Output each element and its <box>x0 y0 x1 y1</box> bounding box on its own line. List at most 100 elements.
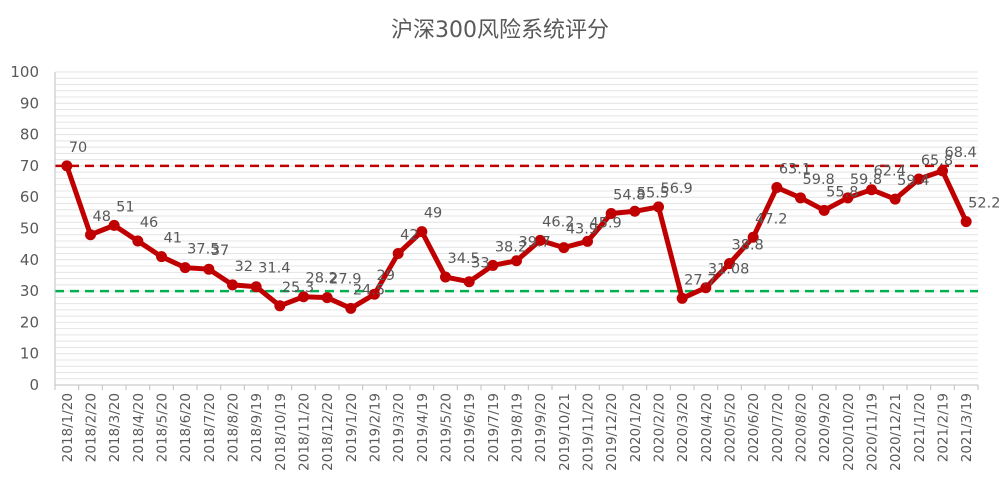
data-label: 59.8 <box>850 172 882 188</box>
data-point <box>179 262 191 274</box>
y-tick-label: 30 <box>20 282 39 300</box>
data-point <box>866 184 877 196</box>
data-label: 55.5 <box>637 185 669 201</box>
data-label: 41 <box>164 231 182 247</box>
data-point <box>250 281 262 293</box>
y-tick-label: 10 <box>20 345 39 363</box>
x-tick-label: 2020/9/20 <box>817 393 833 462</box>
data-point <box>298 291 309 303</box>
data-point <box>274 300 286 312</box>
data-point <box>582 235 593 247</box>
data-point <box>653 201 664 213</box>
data-label: 46.2 <box>542 214 574 230</box>
x-tick-label: 2020/1/20 <box>628 393 644 462</box>
grid-layer <box>55 71 978 380</box>
data-labels: 70 48 51 46 41 37.537 32 31.4 25.328.227.924.529… <box>69 140 1000 298</box>
x-tick-label: 2018/6/20 <box>178 393 194 462</box>
data-point <box>440 271 451 283</box>
data-point <box>629 205 641 217</box>
data-point <box>416 226 428 238</box>
x-tick-label: 2020/3/20 <box>675 393 691 462</box>
x-tick-label: 2020/12/21 <box>888 393 904 471</box>
data-point <box>392 248 404 260</box>
data-label: 37 <box>211 243 229 259</box>
data-label: 55.8 <box>826 184 858 200</box>
y-tick-label: 70 <box>20 157 39 175</box>
data-label: 51 <box>116 199 134 215</box>
data-label: 52.2 <box>968 196 1000 212</box>
data-label: 25.3 <box>282 280 314 296</box>
data-point <box>369 288 380 300</box>
x-tick-label: 2018/11/20 <box>297 393 313 471</box>
data-label: 32 <box>235 259 253 275</box>
data-point <box>889 193 901 205</box>
x-tick-label: 2020/6/20 <box>746 393 762 462</box>
x-tick-label: 2019/2/19 <box>368 393 384 462</box>
data-point <box>842 192 854 204</box>
x-tick-label: 2019/5/20 <box>439 393 455 462</box>
x-tick-label: 2021/1/20 <box>912 393 928 462</box>
data-label: 37.5 <box>187 242 219 258</box>
data-label: 59.4 <box>897 173 929 189</box>
series-layer <box>61 160 972 314</box>
data-label: 68.4 <box>945 145 977 161</box>
x-tick-label: 2018/9/19 <box>249 393 265 462</box>
data-label: 31.08 <box>708 262 750 278</box>
data-point <box>108 219 120 231</box>
data-point <box>61 160 73 172</box>
x-tick-label: 2020/8/20 <box>794 393 810 462</box>
data-label: 31.4 <box>258 261 290 277</box>
data-point <box>605 207 617 219</box>
data-point <box>203 263 215 275</box>
data-point <box>795 192 806 204</box>
data-point <box>700 282 712 294</box>
x-tick-label: 2018/3/20 <box>107 393 123 462</box>
data-label: 65.8 <box>921 153 953 169</box>
data-point <box>747 231 759 243</box>
data-point <box>85 229 96 241</box>
x-tick-label: 2019/1/20 <box>344 393 360 462</box>
data-point <box>463 276 475 288</box>
y-tick-label: 50 <box>20 220 39 238</box>
data-label: 46 <box>140 215 158 231</box>
data-label: 29 <box>377 268 395 284</box>
x-tick-label: 2018/4/20 <box>131 393 147 462</box>
x-tick-label: 2019/7/19 <box>486 393 502 462</box>
data-point <box>558 242 570 254</box>
data-point <box>913 173 925 185</box>
y-tick-label: 20 <box>20 313 39 331</box>
axes: 0 10 20 30 40 50 60 70 80 90 100 2018/1/20 2018/2/20… <box>10 63 979 471</box>
x-tick-label: 2018/5/20 <box>155 393 171 462</box>
data-label: 33 <box>471 256 489 272</box>
x-tick-label: 2018/7/20 <box>202 393 218 462</box>
x-tick-label: 2021/2/19 <box>936 393 952 462</box>
data-point <box>676 292 688 304</box>
data-point <box>227 279 238 291</box>
x-tick-label: 2018/10/19 <box>273 393 289 471</box>
data-label: 39.7 <box>519 235 551 251</box>
data-point <box>321 292 333 304</box>
y-tick-label: 80 <box>20 126 39 144</box>
data-point <box>771 181 783 193</box>
data-label: 24.5 <box>353 282 385 298</box>
x-tick-label: 2018/8/20 <box>226 393 242 462</box>
x-tick-label: 2019/8/19 <box>510 393 526 462</box>
x-tick-label: 2020/10/20 <box>841 393 857 471</box>
x-tick-label: 2018/2/20 <box>84 393 100 462</box>
data-point <box>132 235 144 247</box>
data-label: 43.9 <box>566 222 598 238</box>
x-tick-label: 2019/6/19 <box>462 393 478 462</box>
data-point <box>487 259 499 271</box>
x-tick-label: 2020/4/20 <box>699 393 715 462</box>
y-tick-label: 100 <box>10 63 39 81</box>
data-point <box>534 234 546 246</box>
data-label: 49 <box>424 206 442 222</box>
x-tick-label: 2021/3/19 <box>959 393 975 462</box>
x-tick-label: 2020/7/20 <box>770 393 786 462</box>
data-label: 63.1 <box>779 161 811 177</box>
x-tick-label: 2020/5/20 <box>723 393 739 462</box>
y-tick-label: 90 <box>20 94 39 112</box>
data-label: 34.5 <box>448 251 480 267</box>
data-label: 70 <box>69 140 87 156</box>
x-tick-label: 2019/10/21 <box>557 393 573 471</box>
